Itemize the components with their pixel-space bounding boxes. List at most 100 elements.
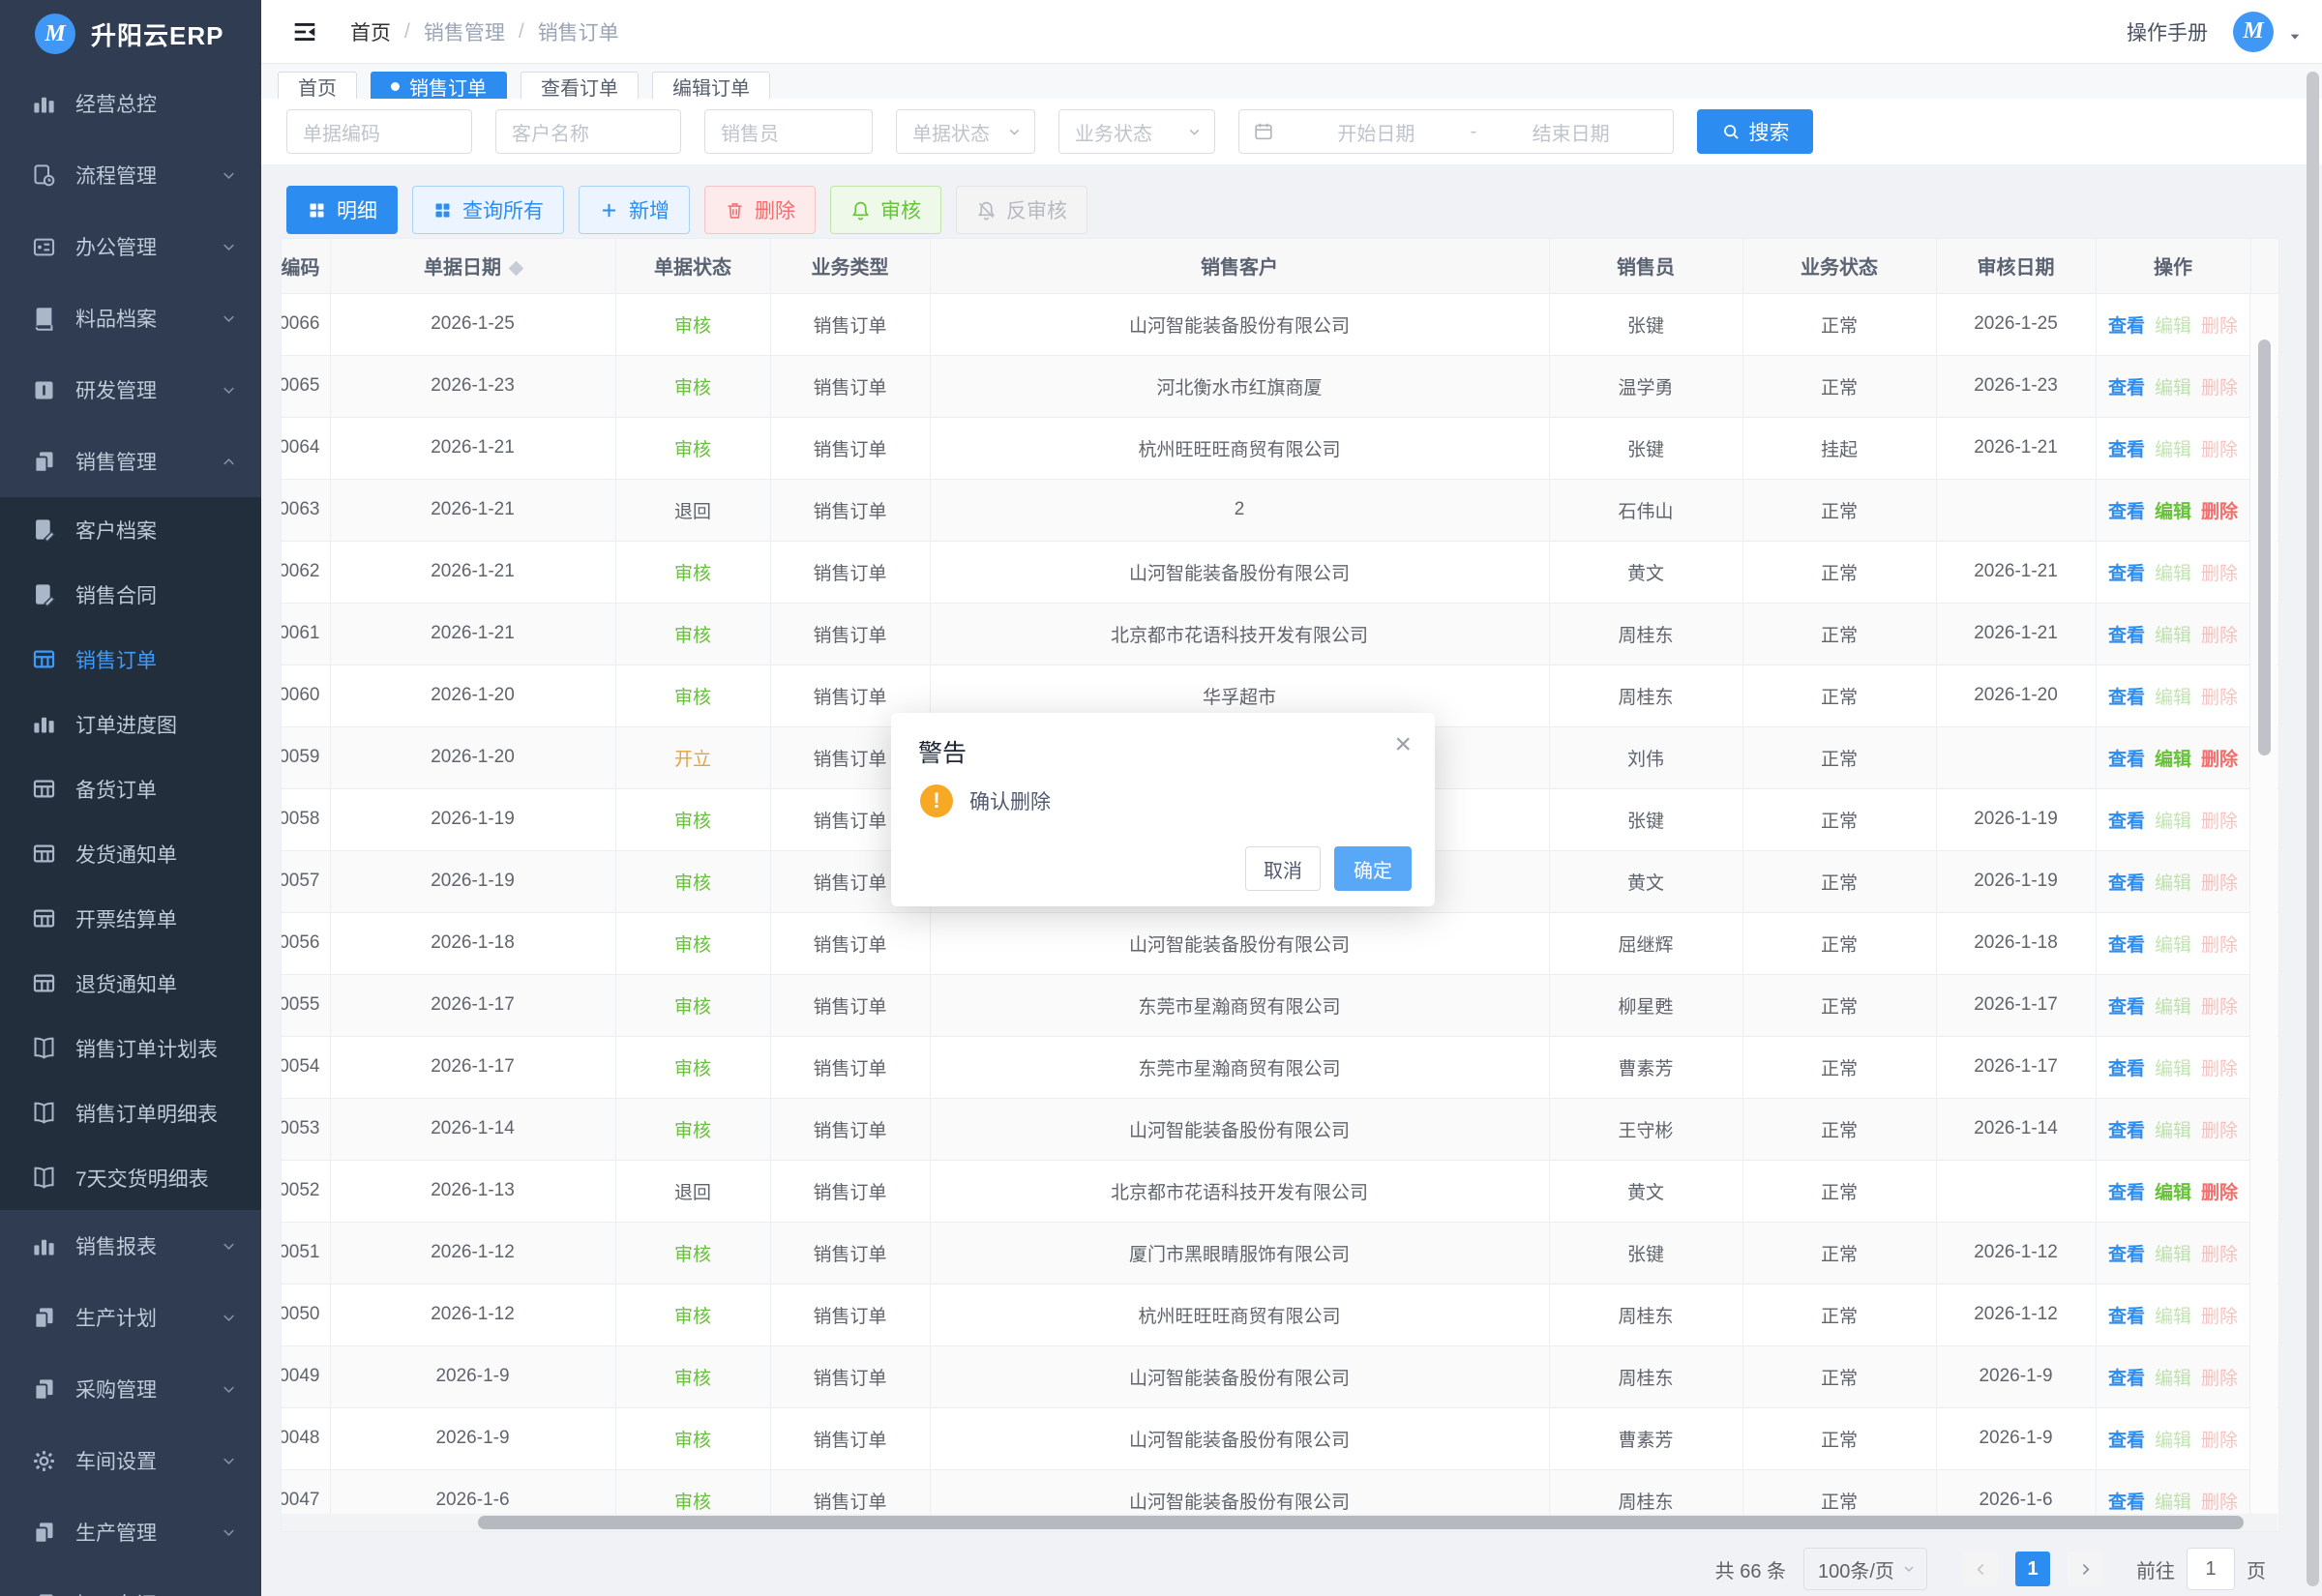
sidebar-item-production-mgmt[interactable]: 生产管理 xyxy=(0,1496,261,1568)
sidebar-item-sales-order-detail[interactable]: 销售订单明细表 xyxy=(0,1080,261,1145)
breadcrumb-item[interactable]: 销售管理 xyxy=(423,21,505,44)
sidebar-item-sales-order-plan[interactable]: 销售订单计划表 xyxy=(0,1016,261,1080)
caret-down-icon[interactable] xyxy=(2287,29,2303,44)
table-row[interactable]: 000552026-1-17审核销售订单东莞市星瀚商贸有限公司柳星甦正常2026… xyxy=(282,974,2279,1037)
cancel-button[interactable]: 取消 xyxy=(1245,846,1321,891)
sidebar-item-shipping-notice[interactable]: 发货通知单 xyxy=(0,821,261,886)
view-link[interactable]: 查看 xyxy=(2107,811,2145,832)
edit-link[interactable]: 编辑 xyxy=(2154,501,2191,522)
delete-button[interactable]: 删除 xyxy=(704,186,816,234)
view-link[interactable]: 查看 xyxy=(2107,439,2145,460)
goto-page-input[interactable] xyxy=(2187,1548,2235,1590)
view-link[interactable]: 查看 xyxy=(2107,872,2145,894)
breadcrumb-item[interactable]: 销售订单 xyxy=(537,21,619,44)
view-link[interactable]: 查看 xyxy=(2107,1058,2145,1079)
tab-edit-order[interactable]: 编辑订单 xyxy=(652,72,770,99)
view-link[interactable]: 查看 xyxy=(2107,934,2145,956)
sidebar-item-customer-files[interactable]: 客户档案 xyxy=(0,497,261,562)
add-button[interactable]: 新增 xyxy=(579,186,690,234)
collapse-menu-icon[interactable] xyxy=(290,19,319,44)
sidebar-item-sales-report[interactable]: 销售报表 xyxy=(0,1210,261,1282)
view-link[interactable]: 查看 xyxy=(2107,996,2145,1018)
view-link[interactable]: 查看 xyxy=(2107,1430,2145,1451)
view-link[interactable]: 查看 xyxy=(2107,1368,2145,1389)
biz-status-select[interactable]: 业务状态 xyxy=(1058,109,1215,154)
table-row[interactable]: 000612026-1-21审核销售订单北京都市花语科技开发有限公司周桂东正常2… xyxy=(282,603,2279,665)
sidebar-item-process-mgmt[interactable]: 流程管理 xyxy=(0,139,261,211)
sidebar-item-order-progress[interactable]: 订单进度图 xyxy=(0,692,261,756)
avatar[interactable]: M xyxy=(2233,11,2274,52)
table-row[interactable]: 000532026-1-14审核销售订单山河智能装备股份有限公司王守彬正常202… xyxy=(282,1098,2279,1161)
delete-link[interactable]: 删除 xyxy=(2201,749,2239,770)
edit-link[interactable]: 编辑 xyxy=(2154,749,2191,770)
table-row[interactable]: 000602026-1-20审核销售订单华孚超市周桂东正常2026-1-20查看… xyxy=(282,665,2279,727)
view-link[interactable]: 查看 xyxy=(2107,1182,2145,1203)
view-link[interactable]: 查看 xyxy=(2107,377,2145,399)
table-row[interactable]: 000642026-1-21审核销售订单杭州旺旺旺商贸有限公司张键挂起2026-… xyxy=(282,417,2279,480)
date-range-picker[interactable]: 开始日期 - 结束日期 xyxy=(1238,109,1674,154)
delete-link[interactable]: 删除 xyxy=(2201,501,2239,522)
table-row[interactable]: 000512026-1-12审核销售订单厦门市黑眼睛服饰有限公司张键正常2026… xyxy=(282,1222,2279,1285)
sidebar-item-business-overview[interactable]: 经营总控 xyxy=(0,68,261,139)
view-link[interactable]: 查看 xyxy=(2107,1120,2145,1141)
table-vertical-scrollbar[interactable] xyxy=(2258,340,2271,755)
view-link[interactable]: 查看 xyxy=(2107,1306,2145,1327)
page-vertical-scrollbar[interactable] xyxy=(2307,72,2319,1586)
view-link[interactable]: 查看 xyxy=(2107,625,2145,646)
tab-sales-order[interactable]: 销售订单 xyxy=(371,72,507,99)
view-link[interactable]: 查看 xyxy=(2107,501,2145,522)
delete-link[interactable]: 删除 xyxy=(2201,1182,2239,1203)
view-link[interactable]: 查看 xyxy=(2107,749,2145,770)
table-row[interactable]: 000652026-1-23审核销售订单河北衡水市红旗商厦温学勇正常2026-1… xyxy=(282,355,2279,418)
sort-icon[interactable] xyxy=(508,260,524,277)
query-all-button[interactable]: 查询所有 xyxy=(412,186,564,234)
table-row[interactable]: 000622026-1-21审核销售订单山河智能装备股份有限公司黄文正常2026… xyxy=(282,541,2279,604)
table-row[interactable]: 000542026-1-17审核销售订单东莞市星瀚商贸有限公司曹素芳正常2026… xyxy=(282,1036,2279,1099)
view-link[interactable]: 查看 xyxy=(2107,563,2145,584)
confirm-button[interactable]: 确定 xyxy=(1334,846,1412,891)
sidebar-item-sales-contract[interactable]: 销售合同 xyxy=(0,562,261,627)
manual-link[interactable]: 操作手册 xyxy=(2127,21,2208,44)
sidebar-item-purchase-mgmt[interactable]: 采购管理 xyxy=(0,1353,261,1425)
sidebar-item-workshop-settings[interactable]: 车间设置 xyxy=(0,1425,261,1496)
sidebar-item-rnd-mgmt[interactable]: 研发管理 xyxy=(0,354,261,426)
table-row[interactable]: 000662026-1-25审核销售订单山河智能装备股份有限公司张键正常2026… xyxy=(282,293,2279,356)
tab-view-order[interactable]: 查看订单 xyxy=(521,72,639,99)
table-row[interactable]: 000562026-1-18审核销售订单山河智能装备股份有限公司屈继辉正常202… xyxy=(282,912,2279,975)
breadcrumb-item[interactable]: 首页 xyxy=(350,21,391,44)
sidebar-item-return-notice[interactable]: 退货通知单 xyxy=(0,951,261,1016)
sidebar-item-delivery-7day[interactable]: 7天交货明细表 xyxy=(0,1145,261,1210)
view-link[interactable]: 查看 xyxy=(2107,1244,2145,1265)
page-size-select[interactable]: 100条/页 xyxy=(1803,1548,1927,1590)
search-button[interactable]: 搜索 xyxy=(1697,109,1813,154)
close-icon[interactable]: × xyxy=(1394,728,1412,760)
view-link[interactable]: 查看 xyxy=(2107,1492,2145,1513)
table-row[interactable]: 000492026-1-9审核销售订单山河智能装备股份有限公司周桂东正常2026… xyxy=(282,1345,2279,1408)
salesman-input[interactable]: 销售员 xyxy=(704,109,873,154)
doc-status-select[interactable]: 单据状态 xyxy=(896,109,1035,154)
doc-code-input[interactable]: 单据编码 xyxy=(286,109,472,154)
sidebar-item-office-mgmt[interactable]: 办公管理 xyxy=(0,211,261,282)
table-horizontal-scrollbar[interactable] xyxy=(478,1516,2244,1529)
detail-button[interactable]: 明细 xyxy=(286,186,398,234)
sidebar-item-material-files[interactable]: 料品档案 xyxy=(0,282,261,354)
view-link[interactable]: 查看 xyxy=(2107,687,2145,708)
next-page-button[interactable] xyxy=(2068,1552,2102,1586)
edit-link[interactable]: 编辑 xyxy=(2154,1182,2191,1203)
current-page[interactable]: 1 xyxy=(2015,1552,2050,1586)
sidebar-item-production-plan[interactable]: 生产计划 xyxy=(0,1282,261,1353)
sidebar-item-stock-order[interactable]: 备货订单 xyxy=(0,756,261,821)
sidebar-item-invoice-settlement[interactable]: 开票结算单 xyxy=(0,886,261,951)
table-row[interactable]: 000482026-1-9审核销售订单山河智能装备股份有限公司曹素芳正常2026… xyxy=(282,1407,2279,1470)
view-link[interactable]: 查看 xyxy=(2107,315,2145,337)
sidebar-item-sales-order[interactable]: 销售订单 xyxy=(0,627,261,692)
customer-name-input[interactable]: 客户名称 xyxy=(495,109,681,154)
sidebar-item-processing-workshop[interactable]: 加工车间 xyxy=(0,1568,261,1596)
audit-button[interactable]: 审核 xyxy=(830,186,941,234)
tab-home[interactable]: 首页 xyxy=(278,72,357,99)
prev-page-button[interactable] xyxy=(1963,1552,1998,1586)
sidebar-item-sales-mgmt[interactable]: 销售管理 xyxy=(0,426,261,497)
table-row[interactable]: 000502026-1-12审核销售订单杭州旺旺旺商贸有限公司周桂东正常2026… xyxy=(282,1284,2279,1346)
